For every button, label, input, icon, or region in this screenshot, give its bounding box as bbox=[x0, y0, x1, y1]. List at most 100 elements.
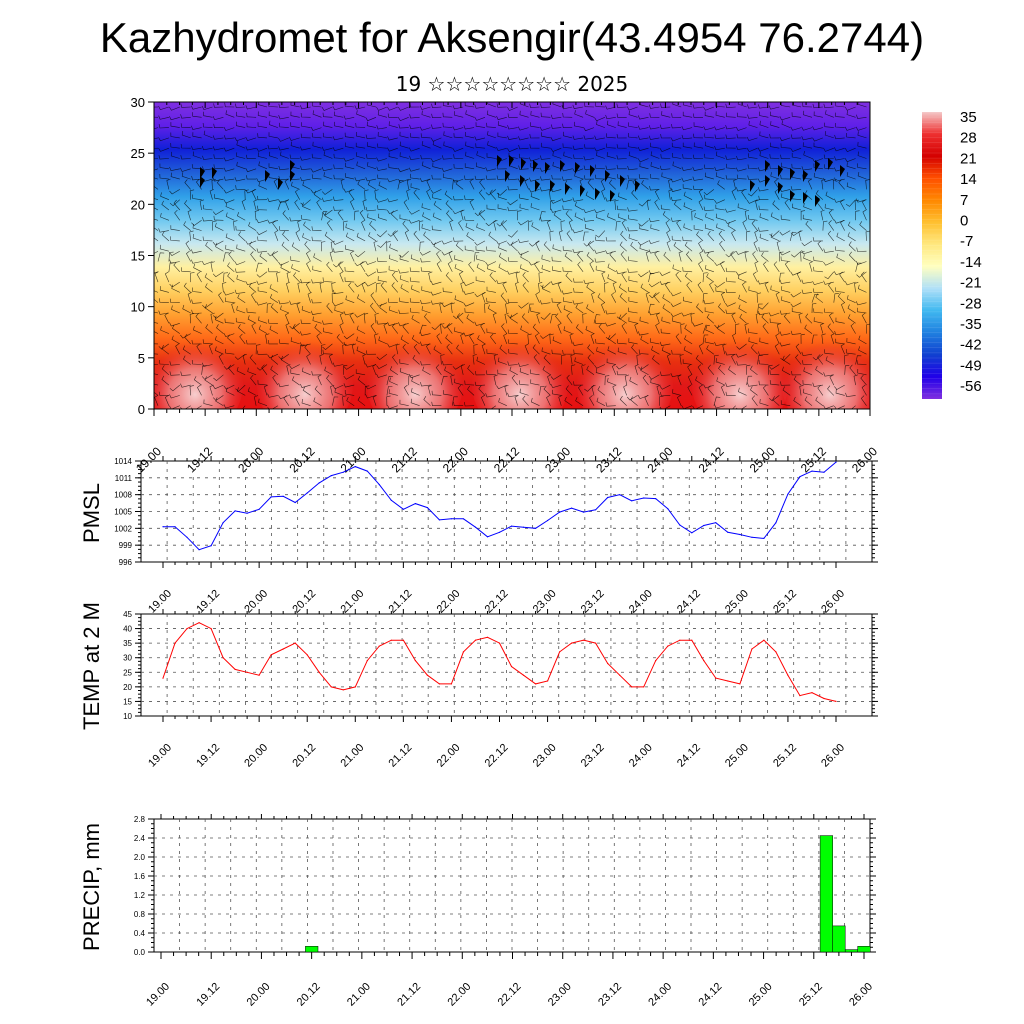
wind-barb bbox=[154, 168, 159, 171]
colorbar-label: 21 bbox=[960, 150, 977, 167]
wind-barb bbox=[770, 142, 780, 149]
wind-barb bbox=[496, 384, 507, 390]
cross-ytick-label: 20 bbox=[131, 197, 145, 212]
wind-barb bbox=[357, 294, 366, 303]
wind-barb bbox=[693, 225, 704, 231]
wind-barb bbox=[454, 255, 464, 262]
wind-barb bbox=[575, 396, 584, 406]
wind-barb bbox=[815, 190, 824, 200]
wind-barb bbox=[468, 261, 475, 272]
wind-barb bbox=[402, 220, 409, 231]
wind-barb bbox=[670, 372, 682, 378]
wind-barb bbox=[312, 110, 322, 118]
wind-barb bbox=[321, 197, 333, 202]
wind-barb bbox=[313, 253, 322, 262]
wind-barb bbox=[594, 258, 605, 263]
wind-barb bbox=[304, 241, 311, 252]
wind-barb bbox=[356, 232, 366, 242]
temp-xtick-label: 21.00 bbox=[338, 742, 366, 770]
wind-barb bbox=[605, 237, 616, 242]
wind-barb bbox=[234, 261, 246, 266]
wind-barb bbox=[370, 323, 377, 334]
pmsl-data-point bbox=[186, 536, 188, 538]
wind-barb bbox=[300, 383, 311, 388]
wind-barb bbox=[616, 103, 627, 108]
wind-barb bbox=[561, 176, 573, 181]
wind-barb bbox=[572, 168, 584, 173]
wind-barb bbox=[431, 401, 442, 406]
wind-barb bbox=[798, 230, 803, 241]
wind-barb bbox=[159, 298, 169, 303]
wind-barb bbox=[154, 147, 159, 149]
wind-barb bbox=[464, 245, 475, 252]
wind-barb bbox=[507, 175, 518, 181]
wind-barb bbox=[485, 189, 497, 196]
temp-data-point bbox=[703, 660, 705, 662]
wind-barb bbox=[295, 230, 300, 242]
wind-barb bbox=[365, 260, 377, 265]
wind-barb bbox=[706, 345, 715, 355]
wind-barb bbox=[532, 344, 540, 355]
wind-flag bbox=[635, 180, 640, 192]
wind-barb bbox=[408, 147, 420, 152]
wind-barb bbox=[682, 359, 693, 365]
wind-barb bbox=[648, 135, 660, 140]
wind-barb bbox=[640, 335, 649, 345]
wind-barb bbox=[577, 261, 584, 272]
wind-barb bbox=[671, 113, 682, 118]
wind-barb bbox=[170, 236, 180, 242]
wind-barb bbox=[445, 200, 453, 211]
wind-barb bbox=[594, 135, 605, 140]
wind-barb bbox=[234, 177, 246, 182]
wind-barb bbox=[861, 199, 867, 211]
wind-barb bbox=[552, 389, 562, 396]
wind-barb bbox=[245, 105, 257, 110]
wind-barb bbox=[736, 145, 747, 150]
wind-barb bbox=[413, 189, 420, 200]
cross-xtick-label: 20.00 bbox=[235, 444, 266, 475]
wind-barb bbox=[807, 178, 813, 190]
wind-barb bbox=[698, 240, 704, 252]
wind-barb bbox=[714, 323, 725, 329]
wind-barb bbox=[803, 202, 813, 211]
wind-barb bbox=[583, 135, 595, 140]
wind-flag bbox=[545, 162, 550, 174]
wind-barb bbox=[350, 250, 355, 262]
wind-barb bbox=[343, 157, 355, 162]
wind-barb bbox=[828, 209, 835, 221]
wind-barb bbox=[464, 308, 475, 314]
wind-barb bbox=[374, 333, 379, 344]
wind-barb bbox=[431, 323, 442, 330]
wind-barb bbox=[550, 374, 562, 380]
wind-barb bbox=[681, 125, 693, 131]
wind-barb bbox=[609, 179, 617, 190]
cross-ytick-label: 30 bbox=[131, 95, 145, 110]
wind-barb bbox=[169, 322, 180, 327]
wind-barb bbox=[413, 343, 420, 355]
wind-barb bbox=[223, 199, 235, 204]
wind-barb bbox=[572, 145, 584, 150]
wind-barb bbox=[746, 136, 758, 141]
wind-barb bbox=[605, 197, 616, 202]
wind-barb bbox=[861, 271, 867, 283]
wind-barb bbox=[421, 223, 431, 231]
wind-barb bbox=[245, 136, 257, 141]
wind-barb bbox=[627, 268, 638, 273]
wind-barb bbox=[214, 194, 224, 200]
wind-barb bbox=[841, 302, 845, 314]
wind-barb bbox=[409, 298, 420, 303]
temp-data-point bbox=[258, 674, 260, 676]
wind-barb bbox=[621, 219, 627, 231]
wind-barb bbox=[550, 383, 562, 389]
wind-barb bbox=[768, 364, 780, 370]
wind-barb bbox=[476, 223, 486, 231]
wind-barb bbox=[267, 267, 278, 273]
wind-barb bbox=[677, 394, 682, 406]
wind-barb bbox=[696, 231, 704, 242]
wind-flag bbox=[520, 175, 525, 187]
wind-barb bbox=[261, 364, 268, 375]
wind-barb bbox=[742, 281, 747, 293]
wind-barb bbox=[730, 251, 736, 262]
wind-barb bbox=[857, 102, 867, 108]
